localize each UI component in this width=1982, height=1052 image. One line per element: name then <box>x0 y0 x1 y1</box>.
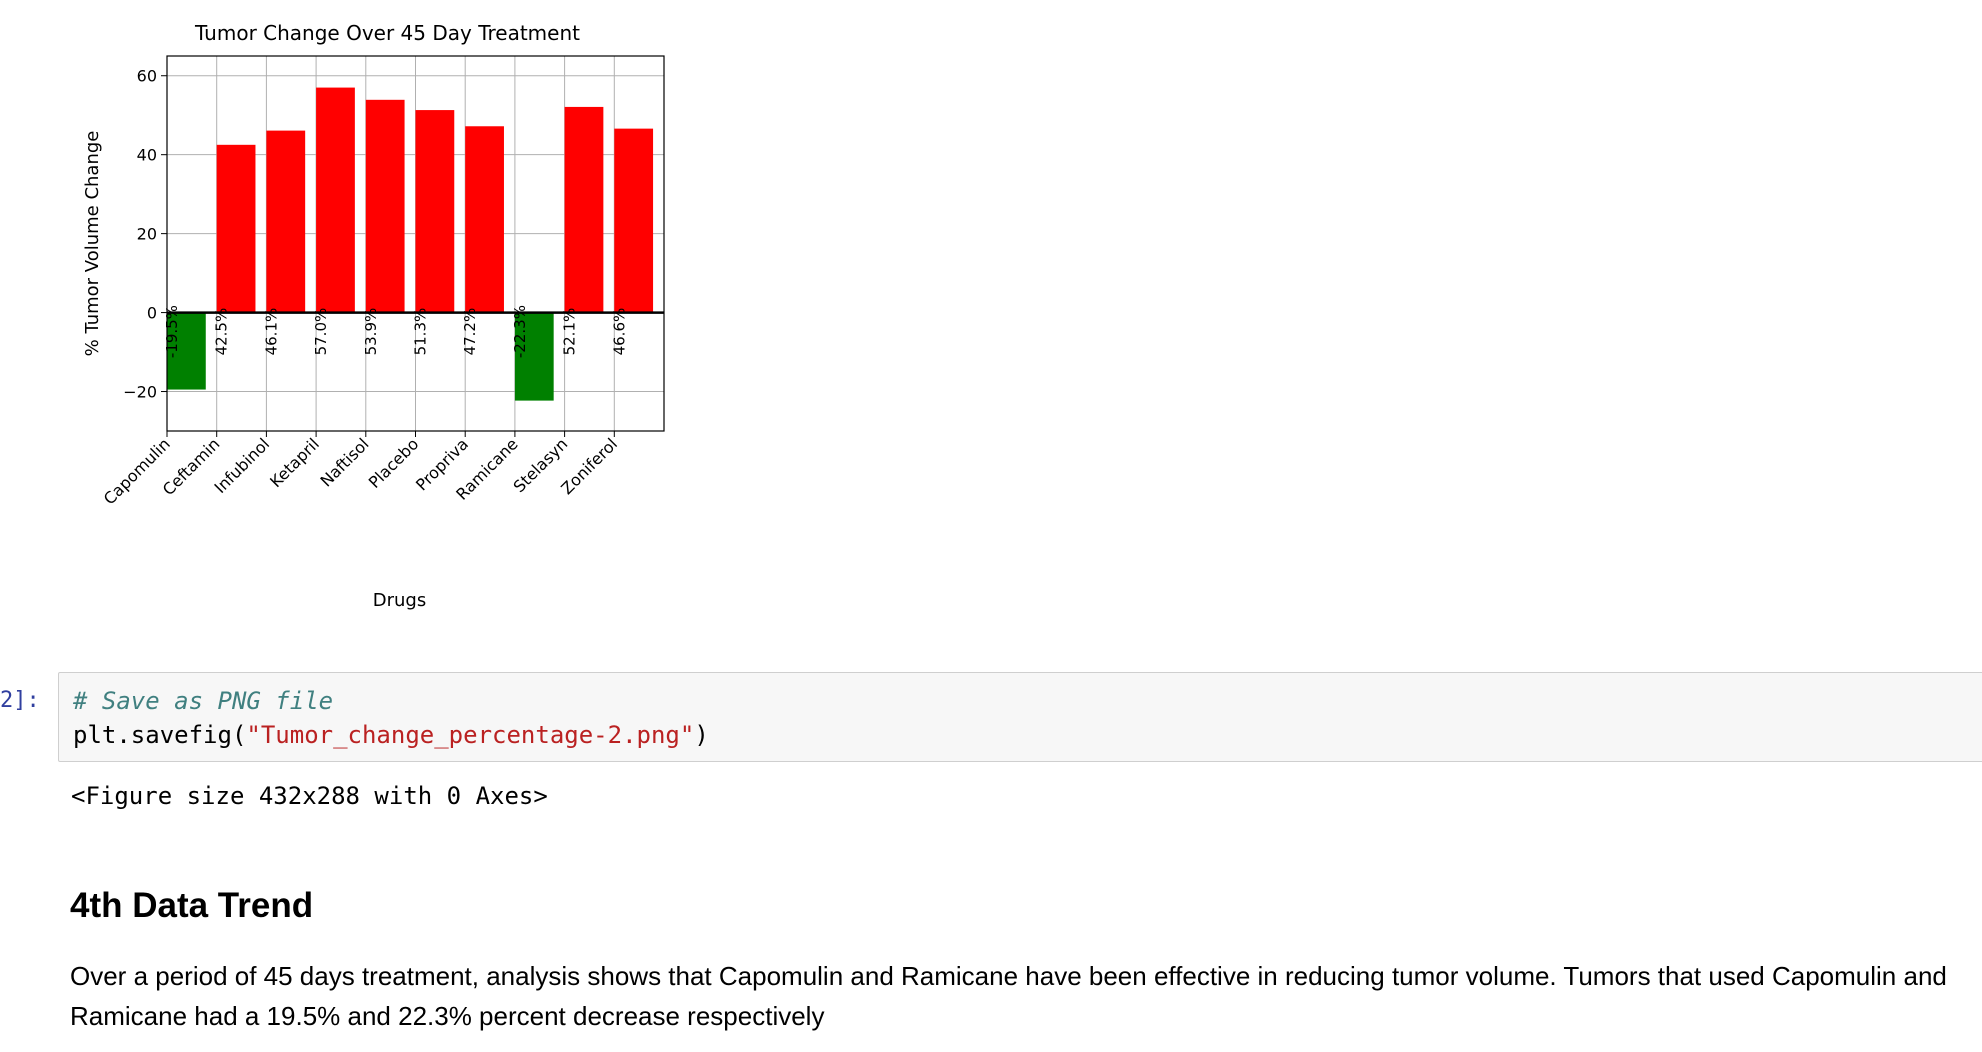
x-tick-label: Naftisol <box>316 434 372 490</box>
bar-infubinol <box>266 130 306 313</box>
x-tick-label: Infubinol <box>211 434 274 497</box>
data-label: -19.5% <box>163 305 181 358</box>
bar-ramicane <box>514 312 554 401</box>
code-line-comment: # Save as PNG file <box>73 687 333 715</box>
markdown-paragraph: Over a period of 45 days treatment, anal… <box>70 961 1947 1031</box>
markdown-heading: 4th Data Trend <box>70 886 314 925</box>
data-label: 47.2% <box>461 308 479 356</box>
y-tick-label: 60 <box>137 67 157 86</box>
code-prefix: plt.savefig( <box>73 721 247 749</box>
tumor-change-chart: 60 40 20 0 −20 -19.5% 42.5% 46.1% 57.0% 53.9% 51.3… <box>40 8 860 638</box>
chart-title: Tumor Change Over 45 Day Treatment <box>194 21 580 45</box>
bar-naftisol <box>365 99 405 313</box>
data-label: 46.1% <box>262 308 280 356</box>
bar-ketapril <box>316 87 355 313</box>
cell-prompt: 2]: <box>0 688 40 713</box>
bar-capomulin <box>167 312 206 390</box>
axes-frame <box>166 55 665 432</box>
data-label: 51.3% <box>412 308 430 356</box>
bar-stelasyn <box>564 106 604 313</box>
bar-propriva <box>465 126 504 313</box>
x-axis-label: Drugs <box>373 590 426 611</box>
code-cell[interactable]: 2]: # Save as PNG file plt.savefig("Tumo… <box>0 672 1982 764</box>
data-label: 52.1% <box>561 308 579 356</box>
cell-output: <Figure size 432x288 with 0 Axes> <box>71 782 548 810</box>
y-tick-label: 40 <box>137 146 157 165</box>
data-label: 57.0% <box>312 308 330 356</box>
data-label: 53.9% <box>362 308 380 356</box>
code-line-savefig: plt.savefig("Tumor_change_percentage-2.p… <box>73 721 709 749</box>
code-suffix: ) <box>694 721 709 749</box>
chart-svg: 60 40 20 0 −20 -19.5% 42.5% 46.1% 57.0% 53.9% 51.3… <box>82 21 665 611</box>
code-comment: # Save as PNG file <box>73 687 334 715</box>
x-tick-label: Ketapril <box>266 434 323 491</box>
y-tick-label: −20 <box>123 383 157 402</box>
x-tick-label: Capomulin <box>100 434 174 508</box>
data-label: 46.6% <box>610 308 628 356</box>
data-label: 42.5% <box>213 308 231 356</box>
bar-zoniferol <box>614 128 654 313</box>
data-label: -22.3% <box>511 305 529 358</box>
y-tick-label: 20 <box>137 225 157 244</box>
code-input-area[interactable]: # Save as PNG file plt.savefig("Tumor_ch… <box>58 672 1982 762</box>
y-axis-label: % Tumor Volume Change <box>82 131 103 357</box>
code-string: "Tumor_change_percentage-2.png" <box>246 721 695 749</box>
bar-ceftamin <box>216 144 256 313</box>
y-tick-label: 0 <box>147 304 157 323</box>
bar-placebo <box>415 110 455 313</box>
